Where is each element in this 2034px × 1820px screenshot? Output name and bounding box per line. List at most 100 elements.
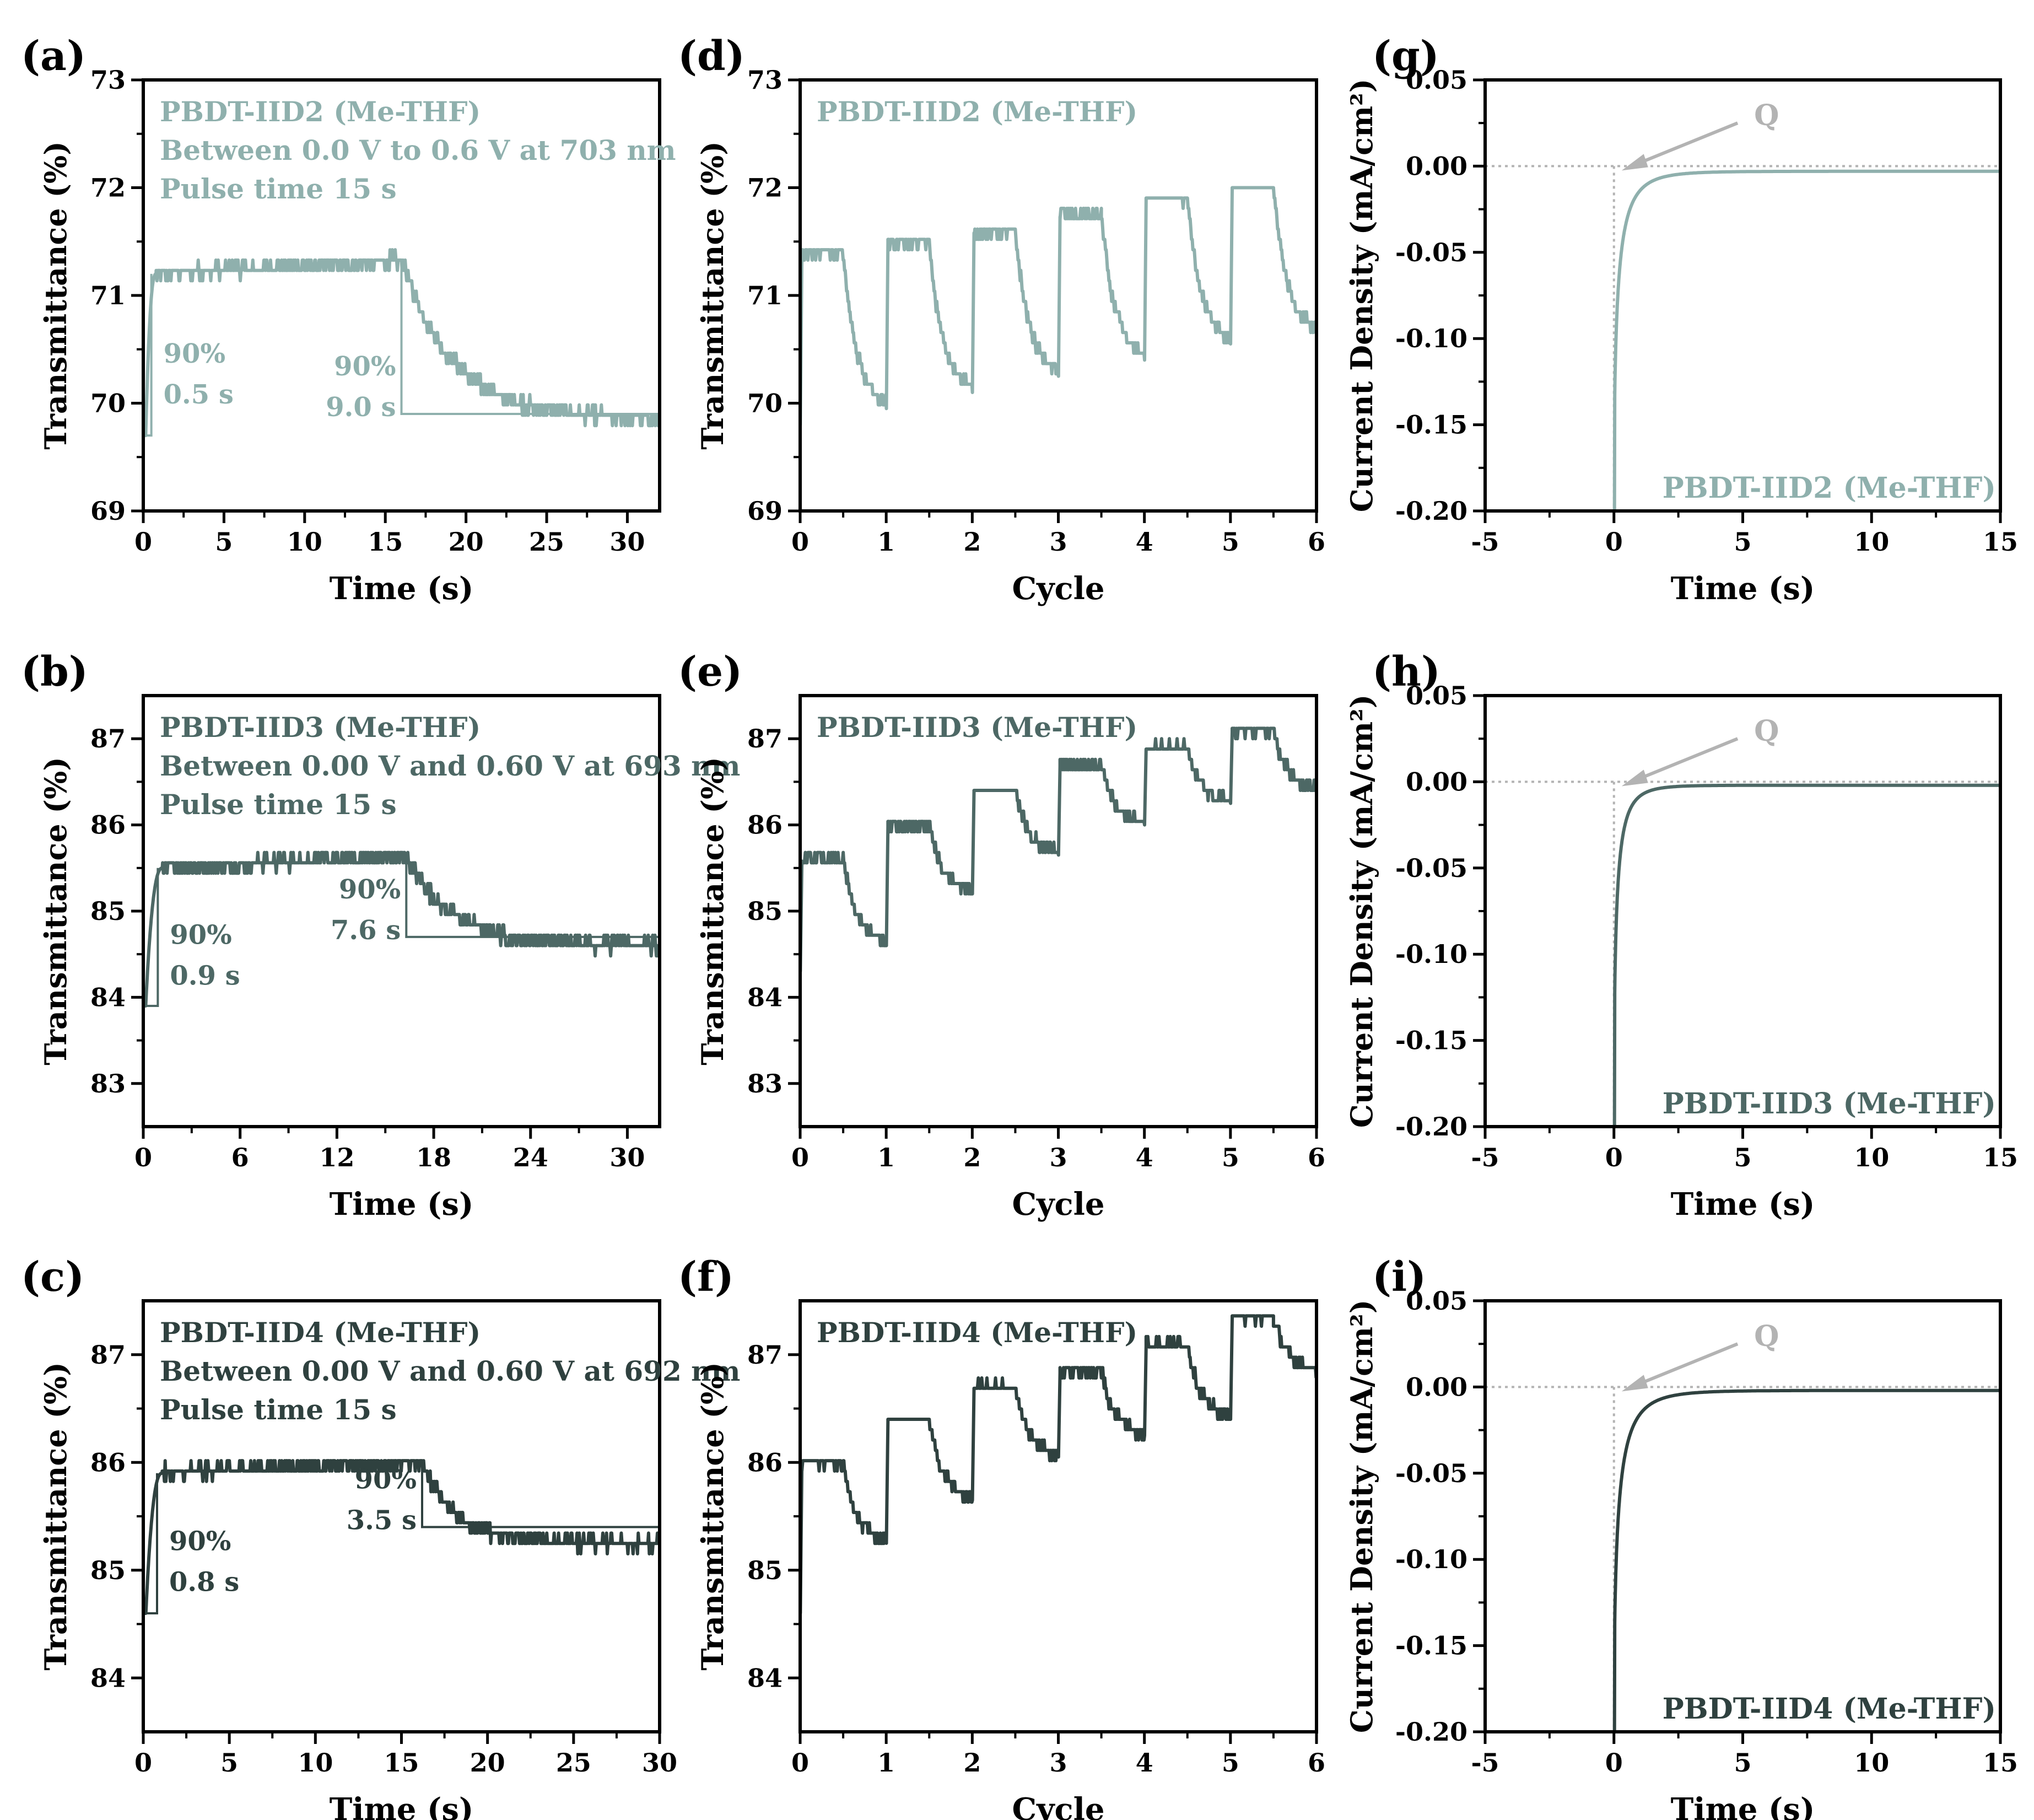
y-tick-label: 86 <box>90 810 126 840</box>
q-label: Q <box>1754 1320 1779 1353</box>
x-tick-label: 5 <box>1222 527 1239 557</box>
x-tick-label: 5 <box>1734 527 1751 557</box>
x-tick-label: 10 <box>1854 1748 1889 1778</box>
sample-label: PBDT-IID3 (Me-THF) <box>817 711 1137 744</box>
y-tick-label: 83 <box>90 1069 126 1099</box>
sample-label: PBDT-IID2 (Me-THF) <box>1663 471 1996 505</box>
q-arrow-head <box>1621 1375 1648 1392</box>
y-tick-label: 86 <box>747 810 783 840</box>
y-tick-label: -0.20 <box>1395 1717 1467 1747</box>
y-tick-label: 71 <box>90 281 126 310</box>
y-tick-label: 0.00 <box>1406 1372 1467 1402</box>
y-axis-label: Transmittance (%) <box>695 141 730 450</box>
x-tick-label: 20 <box>470 1748 505 1778</box>
q-arrow-line <box>1631 1342 1739 1389</box>
plot-area <box>801 186 1315 427</box>
x-tick-label: 30 <box>642 1748 677 1778</box>
x-tick-label: 18 <box>416 1143 451 1172</box>
y-tick-label: 87 <box>747 724 783 753</box>
cycling-series <box>801 186 1315 427</box>
y-tick-label: 84 <box>90 982 126 1012</box>
marker-time: 0.8 s <box>169 1567 239 1598</box>
y-tick-label: 84 <box>747 982 783 1012</box>
plot-frame <box>1483 1299 2002 1733</box>
x-axis-label: Time (s) <box>330 1186 474 1223</box>
plot-area <box>144 850 659 1008</box>
y-tick-label: 71 <box>747 281 783 310</box>
x-tick-label: 0 <box>1605 527 1623 557</box>
marker-percent: 90% <box>169 1526 231 1557</box>
x-tick-label: 6 <box>1308 527 1325 557</box>
y-tick-label: 85 <box>90 1555 126 1585</box>
x-tick-label: 3 <box>1049 1143 1067 1172</box>
y-tick-label: 72 <box>747 173 783 203</box>
y-tick-label: 85 <box>747 1555 783 1585</box>
sample-label: PBDT-IID3 (Me-THF) <box>1663 1087 1996 1121</box>
panel-label: (h) <box>1372 648 1440 696</box>
x-tick-label: 4 <box>1136 1143 1153 1172</box>
x-tick-label: 2 <box>963 1748 981 1778</box>
plot-area <box>1486 780 1999 1126</box>
panel-label: (e) <box>678 648 742 696</box>
transmittance-series <box>144 248 659 438</box>
x-tick-label: 10 <box>298 1748 333 1778</box>
x-tick-label: 0 <box>791 1748 809 1778</box>
y-tick-label: 85 <box>747 896 783 926</box>
y-axis-label: Transmittance (%) <box>695 757 730 1065</box>
y-axis-label: Current Density (mA/cm²) <box>1344 694 1379 1128</box>
panel-label: (i) <box>1372 1253 1426 1301</box>
condition-label: Between 0.00 V and 0.60 V at 692 nm <box>160 1355 740 1387</box>
sample-label: PBDT-IID4 (Me-THF) <box>160 1316 481 1349</box>
y-tick-label: -0.20 <box>1395 496 1467 526</box>
x-tick-label: 3 <box>1049 527 1067 557</box>
y-tick-label: 69 <box>90 496 126 526</box>
plot-frame <box>1483 694 2002 1128</box>
x-tick-label: 5 <box>1734 1748 1751 1778</box>
y-tick-label: 0.00 <box>1406 767 1467 796</box>
y-tick-label: 86 <box>90 1447 126 1477</box>
x-tick-label: 10 <box>287 527 322 557</box>
bleach-time-marker <box>144 273 153 437</box>
y-tick-label: 85 <box>90 896 126 926</box>
x-axis-label: Time (s) <box>330 1791 474 1820</box>
x-axis-label: Time (s) <box>1671 1791 1815 1820</box>
marker-time: 0.5 s <box>164 379 234 410</box>
plot-frame <box>1483 78 2002 513</box>
y-tick-label: 0.05 <box>1406 681 1467 710</box>
x-tick-label: 1 <box>877 1748 895 1778</box>
marker-time: 7.6 s <box>331 915 401 946</box>
x-tick-label: 15 <box>384 1748 419 1778</box>
x-tick-label: -5 <box>1471 1748 1499 1778</box>
current-series <box>1612 169 1999 510</box>
color-time-marker <box>420 1462 659 1528</box>
y-tick-label: -0.05 <box>1395 853 1467 883</box>
q-label: Q <box>1754 99 1779 132</box>
y-tick-label: 72 <box>90 173 126 203</box>
y-tick-label: 0.05 <box>1406 65 1467 95</box>
y-tick-label: -0.05 <box>1395 1458 1467 1488</box>
bleach-time-marker <box>144 1473 158 1614</box>
q-arrow-line <box>1631 121 1739 168</box>
current-series <box>1612 783 1999 1126</box>
y-tick-label: -0.20 <box>1395 1112 1467 1141</box>
y-tick-label: -0.15 <box>1395 1631 1467 1661</box>
x-tick-label: 0 <box>791 1143 809 1172</box>
plot-area <box>801 1314 1315 1615</box>
y-axis-label: Transmittance (%) <box>38 141 73 450</box>
q-label: Q <box>1754 714 1779 748</box>
x-tick-label: 0 <box>134 1748 152 1778</box>
y-tick-label: 70 <box>747 389 783 418</box>
y-axis-label: Current Density (mA/cm²) <box>1344 1300 1379 1733</box>
plot-area <box>1486 165 1999 510</box>
y-tick-label: 87 <box>90 724 126 753</box>
panel-g: (g) -5 0 5 10 15 0.05 0.00 -0.05 -0.10 -0.15 -0.20 T… <box>1344 33 2018 607</box>
color-time-marker <box>400 261 659 416</box>
panel-label: (b) <box>21 648 88 696</box>
x-tick-label: -5 <box>1471 527 1499 557</box>
plot-area <box>144 248 659 438</box>
panel-b: (b) 0 6 12 18 24 30 83 84 85 86 87 Time (s) Transmitt… <box>21 648 740 1223</box>
condition-label: Between 0.0 V to 0.6 V at 703 nm <box>160 134 676 166</box>
plot-frame <box>799 1299 1318 1733</box>
y-tick-label: -0.15 <box>1395 1026 1467 1056</box>
